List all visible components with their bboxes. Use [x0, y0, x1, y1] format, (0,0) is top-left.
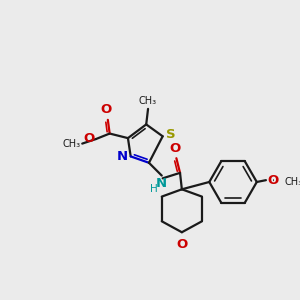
Text: N: N [155, 176, 167, 190]
Text: CH₃: CH₃ [62, 139, 80, 148]
Text: O: O [83, 132, 94, 145]
Text: H: H [150, 184, 158, 194]
Text: O: O [176, 238, 188, 251]
Text: O: O [169, 142, 180, 154]
Text: N: N [117, 150, 128, 163]
Text: O: O [100, 103, 112, 116]
Text: CH₃: CH₃ [284, 177, 300, 187]
Text: S: S [166, 128, 176, 141]
Text: CH₃: CH₃ [139, 96, 157, 106]
Text: O: O [268, 174, 279, 187]
